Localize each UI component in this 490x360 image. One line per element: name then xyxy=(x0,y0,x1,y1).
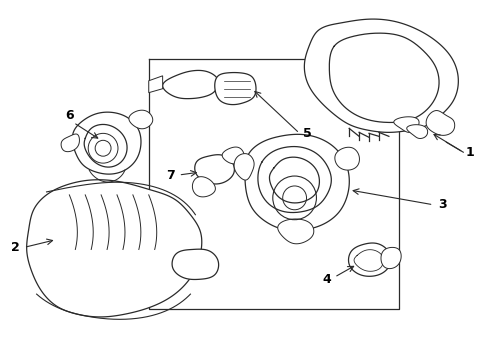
Text: 2: 2 xyxy=(11,241,20,254)
Polygon shape xyxy=(129,110,153,129)
Text: 1: 1 xyxy=(466,146,475,159)
Polygon shape xyxy=(426,111,455,135)
Text: 6: 6 xyxy=(65,109,74,122)
Polygon shape xyxy=(245,134,349,230)
Polygon shape xyxy=(215,73,256,105)
Polygon shape xyxy=(234,154,254,180)
Polygon shape xyxy=(304,19,458,132)
Text: 5: 5 xyxy=(303,127,312,140)
Polygon shape xyxy=(195,155,234,184)
Polygon shape xyxy=(407,125,428,139)
Polygon shape xyxy=(278,219,314,244)
Polygon shape xyxy=(73,112,141,174)
Text: 4: 4 xyxy=(322,273,331,286)
Text: 7: 7 xyxy=(166,168,175,181)
Polygon shape xyxy=(26,180,202,317)
Polygon shape xyxy=(381,247,401,269)
Polygon shape xyxy=(335,147,360,170)
Polygon shape xyxy=(222,147,244,164)
Polygon shape xyxy=(61,134,79,152)
Polygon shape xyxy=(348,243,391,276)
Polygon shape xyxy=(193,177,216,197)
Polygon shape xyxy=(163,71,219,99)
Text: 3: 3 xyxy=(438,198,447,211)
Polygon shape xyxy=(149,76,163,93)
Polygon shape xyxy=(172,249,219,279)
Polygon shape xyxy=(394,117,419,132)
